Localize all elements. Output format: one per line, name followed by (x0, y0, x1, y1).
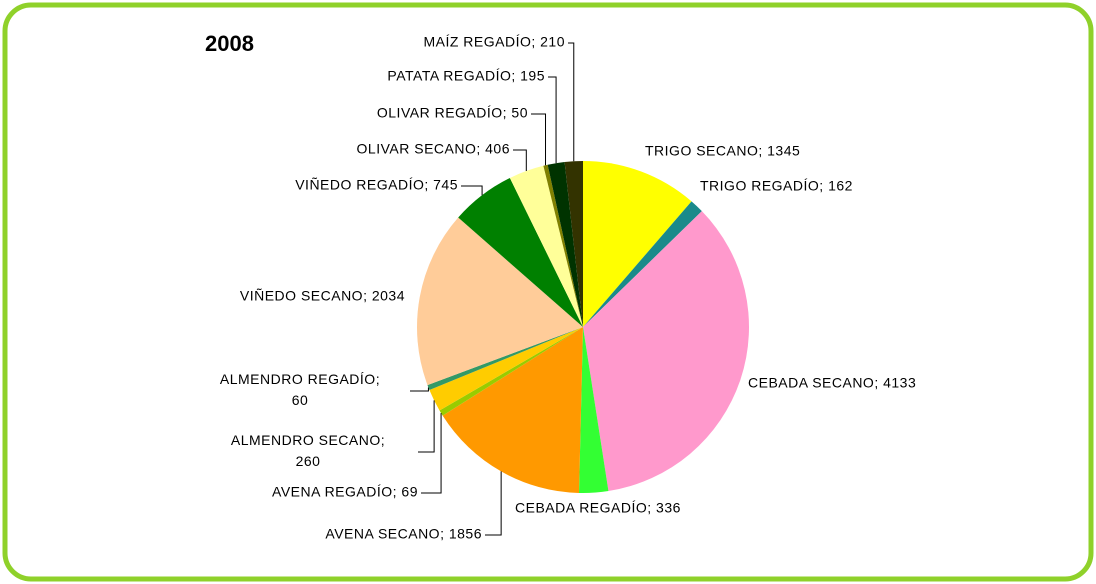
leader-line (568, 42, 575, 162)
data-label: AVENA REGADÍO; 69 (272, 484, 418, 500)
pie-slice (509, 165, 583, 327)
data-label: MAÍZ REGADÍO; 210 (423, 34, 565, 50)
data-label: TRIGO REGADÍO; 162 (700, 178, 853, 194)
leader-line (531, 113, 547, 166)
leader-line (418, 400, 435, 453)
pie-slice (442, 327, 583, 493)
data-label-line: ALMENDRO REGADÍO; (220, 371, 380, 387)
data-label: TRIGO SECANO; 1345 (645, 143, 800, 159)
data-label: PATATA REGADÍO; 195 (387, 68, 545, 84)
pie-slice (564, 161, 583, 327)
data-label-line: 260 (296, 453, 321, 469)
pie-slice (547, 162, 583, 327)
data-label: AVENA SECANO; 1856 (325, 526, 482, 542)
pie-slice (578, 327, 609, 493)
leader-line (485, 471, 502, 536)
pie-slice (427, 327, 583, 390)
data-label-line: ALMENDRO SECANO; (231, 432, 385, 448)
data-label: VIÑEDO REGADÍO; 745 (295, 177, 458, 193)
leader-line (421, 413, 442, 494)
pie-slice (416, 217, 583, 386)
pie-slice (583, 161, 692, 327)
pie-slice (543, 164, 583, 327)
pie-slice (429, 327, 583, 411)
chart-title: 2008 (205, 31, 254, 56)
data-label: OLIVAR SECANO; 406 (357, 141, 510, 157)
leader-line (513, 149, 527, 171)
pie-slice (439, 327, 583, 416)
data-label: CEBADA REGADÍO; 336 (515, 500, 681, 516)
data-label: OLIVAR REGADÍO; 50 (377, 105, 528, 121)
data-label: ALMENDRO SECANO; 260 (231, 432, 385, 469)
pie-slice (583, 201, 702, 327)
data-label: CEBADA SECANO; 4133 (748, 375, 916, 391)
data-label: ALMENDRO REGADÍO; 60 (220, 371, 380, 408)
pie-slice (583, 211, 749, 492)
leader-line (461, 185, 483, 196)
leader-line (548, 76, 557, 164)
data-label-line: 60 (292, 392, 309, 408)
leader-line (410, 387, 429, 392)
data-label: VIÑEDO SECANO; 2034 (240, 288, 405, 304)
pie-slice (458, 177, 583, 327)
